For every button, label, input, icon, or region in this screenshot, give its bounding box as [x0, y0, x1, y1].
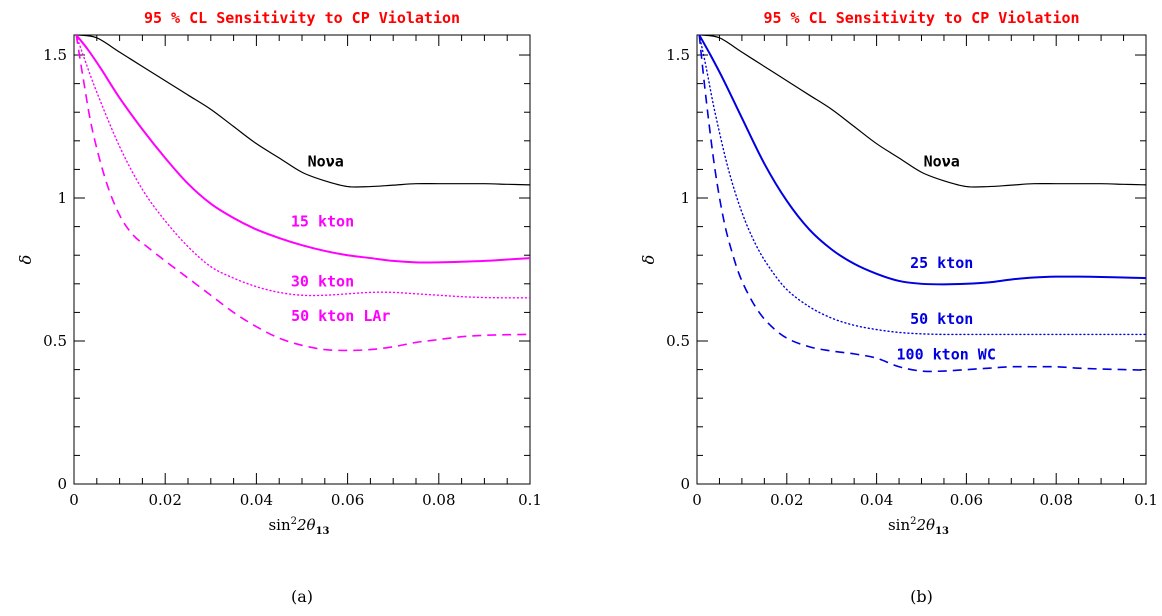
chart-panel-a: 95 % CL Sensitivity to CP Violation 0 0.02… [16, 9, 542, 606]
x-axis-label-mid: 2θ [296, 516, 316, 534]
series-label-3: 100 kton WC [897, 346, 996, 364]
x-tick-label: 0.04 [860, 491, 893, 509]
y-tick-label: 1 [680, 189, 690, 207]
series-line-3 [75, 35, 530, 352]
panel-caption: (b) [910, 587, 933, 606]
series-line-1 [75, 35, 530, 264]
plot-frame [73, 34, 531, 485]
series-line-0 [701, 35, 1146, 188]
y-axis-label: δ [16, 255, 35, 265]
x-axis-label-sub: 13 [316, 526, 330, 537]
x-axis-label: sin22θ13 [888, 516, 949, 537]
x-tick-label: 0.06 [331, 491, 364, 509]
series-label-0: Noνa [308, 153, 344, 171]
x-tick-label: 0 [692, 491, 702, 509]
x-tick-label: 0.08 [1039, 491, 1072, 509]
series-label-2: 30 kton [291, 273, 354, 291]
y-axis-label: δ [639, 255, 658, 265]
series-line-1 [698, 35, 1146, 286]
x-axis-label-mid: 2θ [916, 516, 936, 534]
x-axis-label: sin22θ13 [268, 516, 329, 537]
series-label-1: 15 kton [291, 213, 354, 231]
y-tick-label: 0 [57, 475, 67, 493]
x-tick-label: 0.02 [770, 491, 803, 509]
x-tick-label: 0.02 [148, 491, 181, 509]
y-tick-label: 1 [57, 189, 67, 207]
x-tick-label: 0.08 [422, 491, 455, 509]
series-label-3: 50 kton LAr [291, 307, 390, 325]
x-axis-label-sup: 2 [291, 516, 297, 527]
x-tick-label: 0.06 [950, 491, 983, 509]
chart-panel-b: 95 % CL Sensitivity to CP Violation 0 0.02… [639, 9, 1158, 606]
series-line-0 [78, 35, 530, 188]
y-tick-label: 0 [680, 475, 690, 493]
series-line-2 [698, 35, 1146, 336]
series-line-2 [75, 35, 530, 299]
chart-title: 95 % CL Sensitivity to CP Violation [144, 9, 460, 27]
x-tick-label: 0 [69, 491, 79, 509]
x-tick-label: 0.1 [1134, 491, 1158, 509]
y-tick-label: 1.5 [666, 46, 690, 64]
series-label-0: Noνa [924, 153, 960, 171]
series-label-1: 25 kton [910, 254, 973, 272]
x-axis-label-sub: 13 [935, 526, 949, 537]
x-tick-label: 0.04 [240, 491, 273, 509]
y-tick-label: 1.5 [43, 46, 67, 64]
x-tick-label: 0.1 [518, 491, 542, 509]
series-label-2: 50 kton [910, 310, 973, 328]
x-axis-label-sup: 2 [910, 516, 916, 527]
chart-title: 95 % CL Sensitivity to CP Violation [763, 9, 1079, 27]
x-axis-label-base: sin [268, 516, 290, 534]
x-axis-label-base: sin [888, 516, 910, 534]
y-tick-label: 0.5 [666, 332, 690, 350]
panel-caption: (a) [291, 587, 313, 606]
y-tick-label: 0.5 [43, 332, 67, 350]
